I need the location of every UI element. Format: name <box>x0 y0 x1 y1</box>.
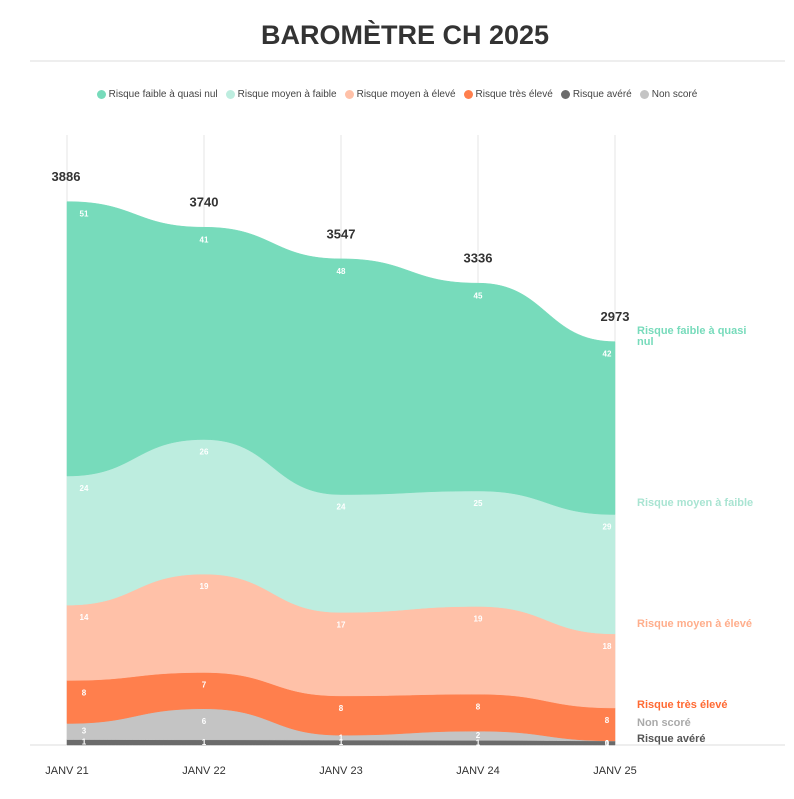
legend-label: Risque moyen à faible <box>237 89 337 100</box>
legend: Risque faible à quasi nul Risque moyen à … <box>0 89 794 100</box>
value-label: 45 <box>474 291 483 300</box>
value-label: 41 <box>200 235 209 244</box>
legend-swatch <box>639 90 649 99</box>
x-tick-label: JANV 23 <box>319 765 362 777</box>
x-tick-label: JANV 24 <box>456 765 499 777</box>
value-label: 19 <box>474 615 483 624</box>
legend-label: Risque très élevé <box>475 89 553 100</box>
legend-item: Risque moyen à élevé <box>344 89 456 100</box>
value-label: 8 <box>339 704 344 713</box>
total-label: 2973 <box>601 309 630 324</box>
legend-item: Non scoré <box>639 89 698 100</box>
value-label: 1 <box>202 738 207 747</box>
legend-swatch <box>225 90 235 99</box>
value-label: 8 <box>82 689 87 698</box>
legend-item: Risque très élevé <box>463 89 553 100</box>
value-label: 17 <box>337 621 346 630</box>
x-tick-label: JANV 21 <box>45 765 88 777</box>
series-label: Risque faible à quasi nul <box>637 325 747 348</box>
total-label: 3336 <box>464 251 493 266</box>
series-label: Risque moyen à faible <box>637 497 754 509</box>
legend-swatch <box>560 90 570 99</box>
value-label: 1 <box>339 738 344 747</box>
series-label: Risque moyen à élevé <box>637 618 752 630</box>
total-label: 3740 <box>190 195 219 210</box>
legend-label: Risque moyen à élevé <box>356 89 456 100</box>
chart-title: BAROMÈTRE CH 2025 <box>261 19 549 50</box>
legend-swatch <box>96 90 106 99</box>
legend-swatch <box>463 90 473 99</box>
legend-item: Risque avéré <box>560 89 632 100</box>
value-label: 6 <box>202 717 207 726</box>
value-label: 1 <box>82 738 87 747</box>
legend-label: Risque avéré <box>572 89 632 100</box>
value-label: 8 <box>476 702 481 711</box>
value-label: 2 <box>476 731 481 740</box>
value-label: 1 <box>339 733 344 742</box>
legend-item: Risque moyen à faible <box>225 89 337 100</box>
value-label: 25 <box>474 499 483 508</box>
value-label: 14 <box>80 613 89 622</box>
areas <box>66 201 616 746</box>
legend-label: Non scoré <box>651 89 698 100</box>
value-label: 19 <box>200 582 209 591</box>
series-label: Risque très élevé <box>637 699 728 711</box>
value-label: 0 <box>605 739 610 748</box>
value-label: 1 <box>476 738 481 747</box>
value-label: 48 <box>337 267 346 276</box>
value-label: 51 <box>80 210 89 219</box>
total-label: 3886 <box>52 169 81 184</box>
value-label: 3 <box>82 727 87 736</box>
total-label: 3547 <box>327 226 356 241</box>
legend-item: Risque faible à quasi nul <box>96 89 218 100</box>
area <box>66 201 616 515</box>
value-label: 24 <box>337 503 346 512</box>
value-label: 29 <box>603 523 612 532</box>
legend-swatch <box>344 90 354 99</box>
series-label: Risque avéré <box>637 733 706 745</box>
legend-label: Risque faible à quasi nul <box>108 89 218 100</box>
value-label: 7 <box>202 681 207 690</box>
value-label: 26 <box>200 448 209 457</box>
value-label: 1 <box>605 739 610 748</box>
value-label: 8 <box>605 716 610 725</box>
series-label: Non scoré <box>637 717 691 729</box>
value-label: 24 <box>80 484 89 493</box>
value-label: 18 <box>603 642 612 651</box>
value-label: 42 <box>603 350 612 359</box>
x-tick-label: JANV 25 <box>593 765 636 777</box>
x-tick-label: JANV 22 <box>182 765 225 777</box>
